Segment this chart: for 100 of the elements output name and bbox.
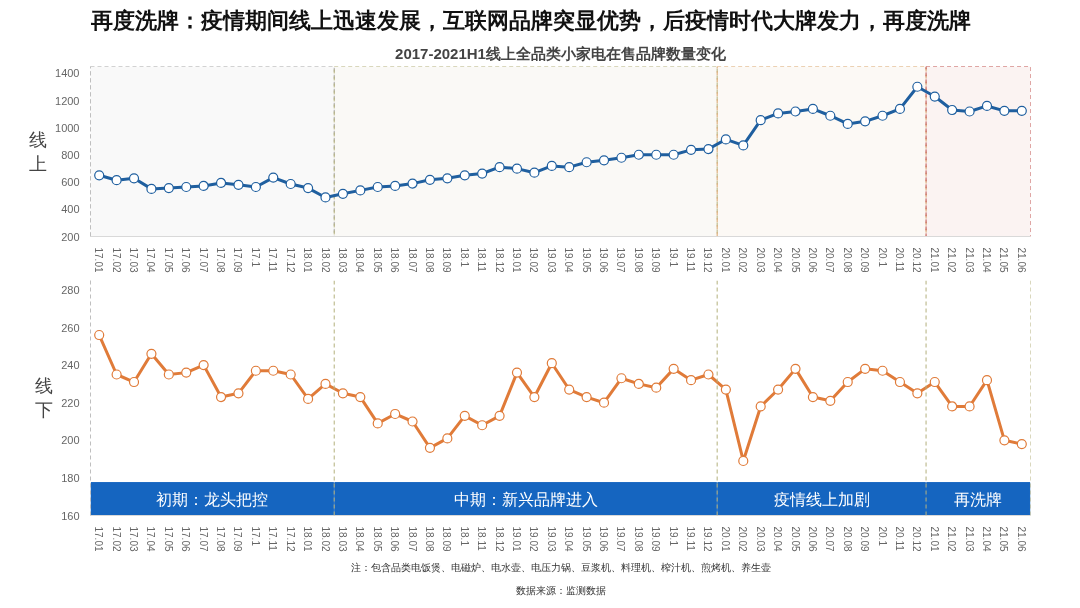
point — [1016, 105, 1027, 116]
point — [215, 177, 227, 189]
x-tick-label: 17.03 — [128, 526, 140, 552]
point — [790, 363, 801, 374]
point — [981, 100, 993, 112]
point — [964, 401, 975, 412]
point — [738, 140, 749, 151]
point — [285, 369, 296, 380]
x-tick-label: 17.1 — [249, 526, 261, 547]
point — [337, 188, 349, 199]
point — [685, 144, 697, 155]
point — [860, 363, 871, 374]
point — [877, 110, 888, 121]
point — [94, 329, 105, 341]
point — [1016, 438, 1027, 450]
x-tick-label: 21.02 — [946, 247, 958, 273]
x-tick-label: 18.06 — [389, 526, 401, 552]
point — [390, 180, 401, 191]
x-tick-label: 18.01 — [302, 247, 314, 273]
point — [999, 105, 1010, 116]
x-tick-label: 17.01 — [93, 526, 105, 552]
x-tick-label: 19.09 — [650, 526, 662, 552]
point — [285, 178, 296, 190]
point — [633, 149, 644, 160]
point — [181, 367, 192, 378]
point — [268, 365, 279, 376]
x-tick-label: 18.05 — [371, 526, 383, 552]
point — [215, 391, 227, 403]
point — [459, 170, 470, 181]
x-tick-label: 20.01 — [719, 247, 731, 273]
x-tick-label: 20.03 — [754, 526, 766, 552]
x-tick-label: 18.04 — [354, 247, 366, 273]
point — [947, 104, 958, 116]
point — [477, 420, 488, 431]
x-tick-label: 19.05 — [580, 526, 592, 552]
x-tick-label: 18.09 — [441, 247, 453, 273]
x-tick-label: 21.06 — [1015, 526, 1027, 552]
point — [529, 167, 540, 178]
point — [407, 416, 418, 427]
point — [424, 442, 436, 453]
point — [355, 391, 366, 403]
x-tick-label: 18.01 — [302, 526, 314, 552]
x-tick-label: 20.07 — [824, 526, 836, 552]
x-tick-label: 19.12 — [702, 526, 714, 552]
y-tick-label: 600 — [61, 176, 80, 189]
x-tick-label: 20.04 — [772, 526, 784, 552]
x-tick-label: 17.12 — [284, 247, 296, 273]
x-tick-label: 19.04 — [563, 526, 575, 552]
x-tick-label: 21.01 — [928, 526, 940, 552]
x-tick-label: 17.09 — [232, 247, 244, 273]
y-tick-label: 260 — [61, 321, 80, 334]
point — [128, 376, 140, 388]
point — [807, 391, 819, 403]
x-tick-label: 21.01 — [928, 247, 940, 273]
point — [807, 103, 819, 115]
point — [999, 435, 1010, 446]
point — [94, 170, 105, 181]
x-tick-label: 20.09 — [859, 247, 871, 273]
point — [651, 382, 662, 393]
x-tick-label: 19.07 — [615, 247, 627, 273]
x-tick-label: 20.05 — [789, 526, 801, 552]
point — [529, 391, 540, 403]
x-tick-label: 20.08 — [841, 247, 853, 273]
point — [233, 388, 244, 399]
point — [494, 410, 505, 421]
x-tick-label: 18.12 — [493, 247, 505, 273]
point — [685, 375, 697, 386]
point — [651, 149, 662, 160]
point — [564, 384, 575, 395]
x-tick-label: 20.06 — [806, 526, 818, 552]
point — [442, 173, 453, 184]
point — [598, 397, 610, 408]
y-tick-label: 240 — [61, 359, 80, 372]
point — [372, 418, 383, 429]
x-tick-label: 17.05 — [162, 247, 174, 273]
point — [825, 395, 836, 406]
x-tick-label: 19.06 — [598, 526, 610, 552]
point — [842, 118, 853, 129]
point — [912, 388, 923, 399]
y-tick-label: 800 — [61, 148, 80, 161]
x-tick-label: 19.03 — [545, 247, 557, 273]
x-tick-label: 20.12 — [911, 526, 923, 552]
point — [877, 365, 888, 376]
x-tick-label: 17.09 — [232, 526, 244, 552]
x-tick-label: 19.08 — [632, 247, 644, 273]
x-tick-label: 20.08 — [841, 526, 853, 552]
x-tick-label: 18.09 — [441, 526, 453, 552]
point — [929, 91, 940, 102]
x-tick-label: 18.11 — [476, 526, 488, 552]
x-tick-label: 18.06 — [389, 247, 401, 273]
x-tick-label: 20.1 — [876, 526, 888, 547]
point — [163, 369, 174, 380]
x-tick-label: 18.08 — [423, 247, 435, 273]
x-tick-label: 19.11 — [685, 247, 697, 273]
point — [250, 181, 261, 193]
x-tick-label: 17.01 — [93, 247, 105, 273]
point — [581, 157, 592, 168]
x-tick-label: 20.12 — [911, 247, 923, 273]
point — [894, 103, 906, 115]
point — [860, 116, 871, 127]
